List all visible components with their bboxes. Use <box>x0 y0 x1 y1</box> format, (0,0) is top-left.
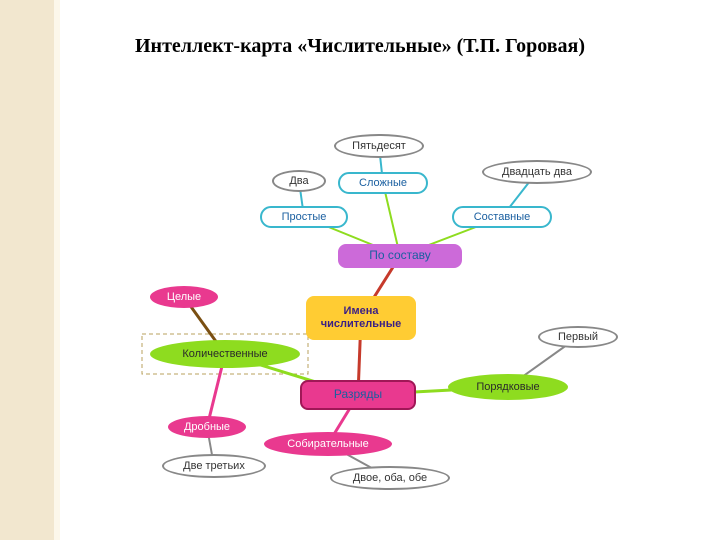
node-drobnye: Дробные <box>168 416 246 438</box>
node-dva: Два <box>272 170 326 192</box>
node-dve_tret: Две третьих <box>162 454 266 478</box>
node-sobirat: Собирательные <box>264 432 392 456</box>
node-dvadts_dva: Двадцать два <box>482 160 592 184</box>
diagram-edges <box>0 0 720 540</box>
node-dvoe_oba: Двое, оба, обе <box>330 466 450 490</box>
node-sostavnye: Составные <box>452 206 552 228</box>
node-kolich: Количественные <box>150 340 300 368</box>
node-prostye: Простые <box>260 206 348 228</box>
node-razryady: Разряды <box>300 380 416 410</box>
mind-map-page: Интеллект-карта «Числительные» (Т.П. Гор… <box>0 0 720 540</box>
node-slozhnye: Сложные <box>338 172 428 194</box>
node-po_sostavu: По составу <box>338 244 462 268</box>
node-pyatdesyat: Пятьдесят <box>334 134 424 158</box>
node-perviy: Первый <box>538 326 618 348</box>
node-tselye: Целые <box>150 286 218 308</box>
node-poryad: Порядковые <box>448 374 568 400</box>
node-center: Имена числительные <box>306 296 416 340</box>
